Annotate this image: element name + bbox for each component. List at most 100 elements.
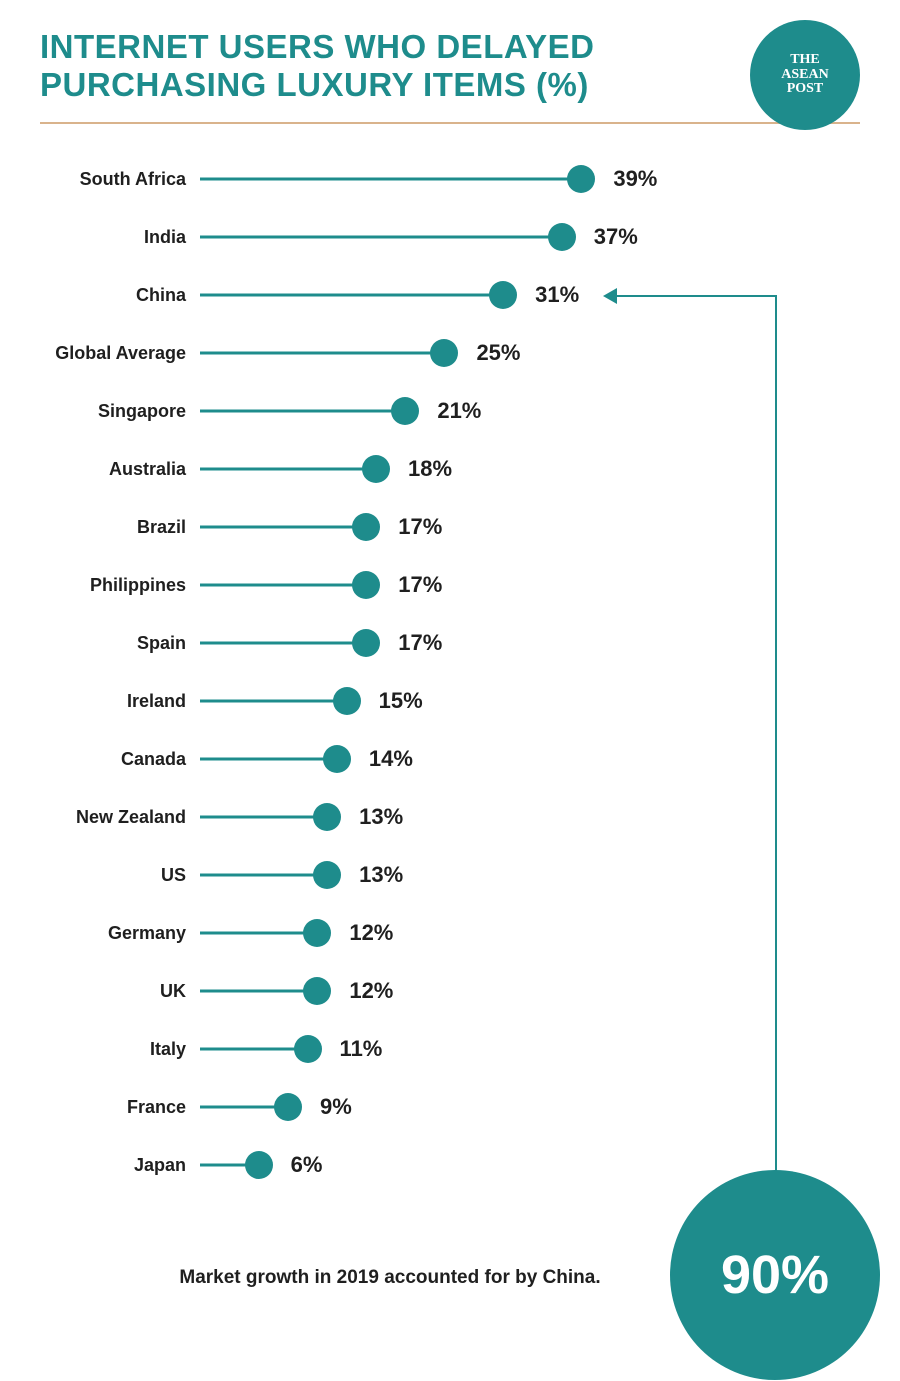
bar-dot-icon xyxy=(313,803,341,831)
bar-line xyxy=(200,932,317,935)
chart-row: Australia 18% xyxy=(40,440,860,498)
bar-track: 31% xyxy=(200,266,640,324)
bar-line xyxy=(200,468,376,471)
callout-arrow-icon xyxy=(603,288,617,304)
header: INTERNET USERS WHO DELAYED PURCHASING LU… xyxy=(0,0,900,104)
bar-dot-icon xyxy=(245,1151,273,1179)
bar-track: 12% xyxy=(200,962,640,1020)
chart-row: Spain 17% xyxy=(40,614,860,672)
callout-bubble: 90% xyxy=(670,1170,880,1380)
bar-line xyxy=(200,816,327,819)
bar-value: 14% xyxy=(369,746,413,772)
bar-dot-icon xyxy=(362,455,390,483)
bar-track: 15% xyxy=(200,672,640,730)
chart-row: Singapore21% xyxy=(40,382,860,440)
callout-connector-horizontal xyxy=(615,295,777,297)
chart-row: Philippines 17% xyxy=(40,556,860,614)
chart-row: UK 12% xyxy=(40,962,860,1020)
bar-dot-icon xyxy=(274,1093,302,1121)
bar-track: 13% xyxy=(200,788,640,846)
bar-track: 17% xyxy=(200,498,640,556)
bar-value: 13% xyxy=(359,804,403,830)
chart-row: Ireland 15% xyxy=(40,672,860,730)
bar-track: 6% xyxy=(200,1136,640,1194)
bar-dot-icon xyxy=(303,977,331,1005)
bar-value: 12% xyxy=(349,920,393,946)
row-label: Japan xyxy=(40,1155,200,1176)
bar-dot-icon xyxy=(313,861,341,889)
chart-row: India37% xyxy=(40,208,860,266)
row-label: UK xyxy=(40,981,200,1002)
row-label: China xyxy=(40,285,200,306)
row-label: France xyxy=(40,1097,200,1118)
bar-line xyxy=(200,700,347,703)
bar-value: 39% xyxy=(613,166,657,192)
bar-dot-icon xyxy=(294,1035,322,1063)
bar-value: 17% xyxy=(398,630,442,656)
bar-track: 25% xyxy=(200,324,640,382)
bar-line xyxy=(200,294,503,297)
row-label: Philippines xyxy=(40,575,200,596)
bar-dot-icon xyxy=(489,281,517,309)
bar-dot-icon xyxy=(352,571,380,599)
row-label: Ireland xyxy=(40,691,200,712)
bar-value: 31% xyxy=(535,282,579,308)
bar-value: 37% xyxy=(594,224,638,250)
bar-dot-icon xyxy=(323,745,351,773)
bar-track: 11% xyxy=(200,1020,640,1078)
bar-dot-icon xyxy=(333,687,361,715)
bar-track: 18% xyxy=(200,440,640,498)
chart-row: New Zealand13% xyxy=(40,788,860,846)
bar-value: 18% xyxy=(408,456,452,482)
chart-row: Canada 14% xyxy=(40,730,860,788)
bar-track: 17% xyxy=(200,556,640,614)
bar-value: 11% xyxy=(340,1036,383,1062)
bar-track: 37% xyxy=(200,208,640,266)
bar-dot-icon xyxy=(352,513,380,541)
bar-value: 12% xyxy=(349,978,393,1004)
bar-value: 6% xyxy=(291,1152,323,1178)
brand-logo-text: THE ASEAN POST xyxy=(781,53,828,97)
divider xyxy=(40,122,860,124)
row-label: Spain xyxy=(40,633,200,654)
bar-line xyxy=(200,178,581,181)
callout-value: 90% xyxy=(721,1244,829,1306)
brand-logo: THE ASEAN POST xyxy=(750,20,860,130)
bar-dot-icon xyxy=(352,629,380,657)
row-label: Germany xyxy=(40,923,200,944)
bar-line xyxy=(200,410,405,413)
chart-row: Brazil17% xyxy=(40,498,860,556)
bar-track: 39% xyxy=(200,150,640,208)
bar-value: 15% xyxy=(379,688,423,714)
bar-line xyxy=(200,642,366,645)
bar-dot-icon xyxy=(391,397,419,425)
bar-dot-icon xyxy=(430,339,458,367)
bar-value: 25% xyxy=(476,340,520,366)
lollipop-chart: South Africa39%India37%China31%Global Av… xyxy=(40,150,860,1194)
bar-dot-icon xyxy=(548,223,576,251)
bar-value: 13% xyxy=(359,862,403,888)
row-label: Australia xyxy=(40,459,200,480)
bar-line xyxy=(200,990,317,993)
chart-row: US13% xyxy=(40,846,860,904)
bar-dot-icon xyxy=(303,919,331,947)
page-title: INTERNET USERS WHO DELAYED PURCHASING LU… xyxy=(40,28,720,104)
row-label: Singapore xyxy=(40,401,200,422)
bar-line xyxy=(200,1048,308,1051)
row-label: Canada xyxy=(40,749,200,770)
row-label: Global Average xyxy=(40,343,200,364)
chart-row: Germany 12% xyxy=(40,904,860,962)
row-label: Italy xyxy=(40,1039,200,1060)
row-label: South Africa xyxy=(40,169,200,190)
bar-line xyxy=(200,526,366,529)
bar-value: 17% xyxy=(398,514,442,540)
bar-line xyxy=(200,874,327,877)
bar-line xyxy=(200,584,366,587)
bar-track: 13% xyxy=(200,846,640,904)
bar-track: 14% xyxy=(200,730,640,788)
bar-value: 17% xyxy=(398,572,442,598)
callout-connector-vertical xyxy=(775,295,777,1174)
bar-line xyxy=(200,352,444,355)
chart-row: South Africa39% xyxy=(40,150,860,208)
bar-track: 21% xyxy=(200,382,640,440)
